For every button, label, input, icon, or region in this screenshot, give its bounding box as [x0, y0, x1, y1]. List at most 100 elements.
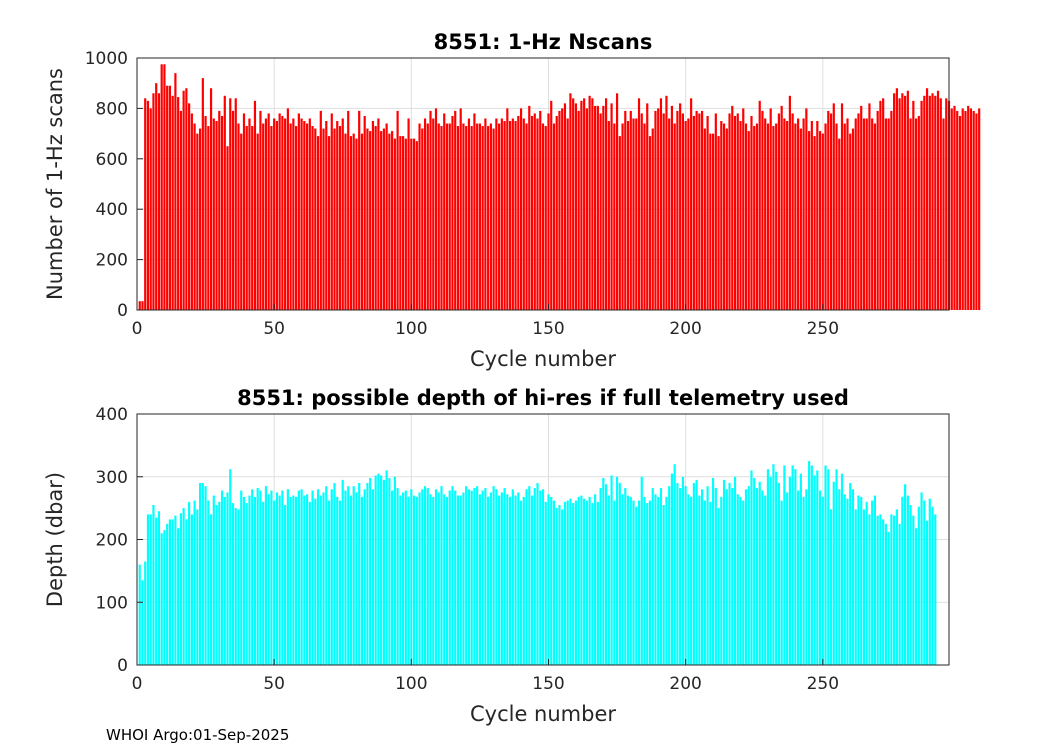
bar [369, 131, 372, 310]
bar [783, 118, 786, 310]
bar [797, 118, 800, 310]
bar [168, 85, 172, 310]
bar [245, 126, 248, 310]
bar [536, 118, 539, 310]
bar [637, 98, 641, 310]
bar [775, 123, 778, 311]
bar [648, 136, 652, 310]
bar [698, 495, 701, 665]
bar [415, 141, 418, 310]
bar [333, 483, 336, 665]
bar [670, 473, 674, 665]
bar [720, 496, 723, 665]
bar [423, 118, 427, 310]
bar [725, 489, 728, 665]
bar [519, 500, 523, 665]
bar [827, 110, 830, 310]
bar [810, 121, 813, 310]
bar [508, 121, 512, 310]
bar [722, 479, 726, 665]
bar [893, 515, 896, 665]
bar [440, 126, 443, 310]
bar [561, 108, 564, 311]
bar [591, 98, 594, 310]
bar [629, 496, 632, 665]
bar [426, 488, 429, 665]
bar [185, 88, 188, 311]
bar [956, 110, 959, 310]
bar [791, 465, 794, 665]
bar [292, 118, 295, 310]
bar [401, 136, 405, 310]
bar [407, 118, 410, 310]
bar [813, 136, 816, 310]
bar [829, 113, 833, 310]
bar [157, 93, 161, 310]
bar [429, 110, 432, 310]
bar [341, 118, 344, 310]
bar [514, 495, 517, 665]
y-axis-label: Number of 1-Hz scans [43, 68, 67, 300]
bar [440, 486, 443, 665]
bar [761, 490, 764, 665]
bar [604, 484, 608, 665]
bar [273, 500, 276, 665]
bar [539, 110, 542, 310]
bar [777, 483, 781, 665]
bar [454, 110, 457, 310]
bar [865, 501, 868, 665]
bar [665, 496, 668, 665]
bar [772, 464, 775, 665]
bar [528, 105, 531, 310]
bar [303, 495, 306, 665]
bar [240, 490, 243, 665]
bar [646, 103, 649, 310]
bar [950, 108, 953, 311]
bar [270, 490, 273, 665]
bar [637, 500, 641, 665]
bar [747, 131, 750, 310]
bar [182, 508, 185, 665]
x-tick-label: 100 [395, 319, 427, 339]
bar [569, 93, 572, 310]
bar [207, 126, 210, 310]
bar [286, 489, 289, 665]
bar [934, 514, 937, 665]
bar [536, 483, 539, 665]
bar [245, 503, 248, 665]
bar [596, 105, 599, 310]
bar [412, 495, 416, 665]
bar [714, 113, 717, 310]
bar [901, 93, 904, 310]
bar [190, 113, 193, 310]
bar [391, 490, 394, 665]
bar [363, 115, 366, 311]
bar [934, 95, 937, 310]
footer-credit: WHOI Argo:01-Sep-2025 [106, 726, 290, 744]
bar [615, 476, 619, 665]
y-tick-label: 200 [96, 251, 128, 271]
bar [846, 498, 849, 665]
bar [160, 533, 163, 665]
bar [349, 136, 353, 310]
bar [141, 301, 144, 310]
bar [498, 495, 501, 665]
y-tick-label: 600 [96, 150, 128, 170]
bar [242, 496, 246, 665]
bar [747, 486, 750, 665]
bar [857, 113, 860, 310]
bar [322, 492, 325, 665]
bar [701, 489, 704, 665]
y-tick-label: 300 [96, 468, 128, 488]
bar [783, 465, 786, 665]
bar [459, 108, 462, 311]
bar [174, 73, 177, 311]
bar [654, 494, 657, 665]
bar [248, 495, 251, 665]
bar [399, 495, 402, 665]
bar [333, 128, 336, 310]
bar [626, 495, 630, 665]
bar [341, 479, 344, 665]
bar [259, 490, 262, 665]
bar [961, 108, 964, 311]
